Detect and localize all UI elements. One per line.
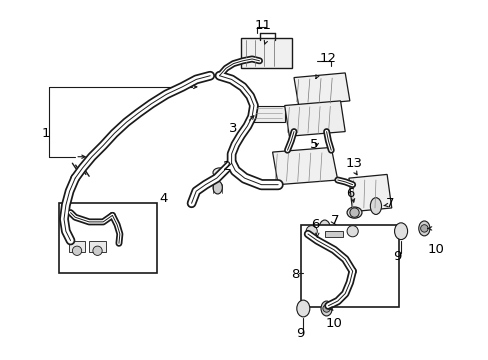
Text: 8: 8 xyxy=(290,269,299,282)
Ellipse shape xyxy=(309,238,324,249)
Bar xyxy=(241,39,291,68)
Ellipse shape xyxy=(213,168,225,177)
Ellipse shape xyxy=(213,181,222,194)
Circle shape xyxy=(420,225,427,232)
Ellipse shape xyxy=(60,222,78,249)
Text: 11: 11 xyxy=(254,19,271,32)
Ellipse shape xyxy=(64,247,73,258)
Bar xyxy=(68,240,85,252)
Ellipse shape xyxy=(319,220,329,237)
Text: 7: 7 xyxy=(385,197,393,210)
Ellipse shape xyxy=(320,301,331,316)
Text: 3: 3 xyxy=(486,99,488,112)
Text: 9: 9 xyxy=(296,327,304,340)
Text: 1: 1 xyxy=(41,127,50,140)
Text: 2: 2 xyxy=(222,159,231,172)
Circle shape xyxy=(346,226,358,237)
Circle shape xyxy=(349,208,359,217)
Text: 5: 5 xyxy=(309,138,318,151)
Bar xyxy=(324,231,343,237)
Bar xyxy=(89,240,106,252)
Text: 10: 10 xyxy=(427,243,444,256)
Text: 7: 7 xyxy=(330,213,339,226)
Text: 12: 12 xyxy=(319,53,336,66)
Text: 4: 4 xyxy=(159,192,167,205)
Text: 3: 3 xyxy=(229,122,237,135)
Text: 9: 9 xyxy=(392,250,401,263)
Polygon shape xyxy=(284,101,345,136)
Polygon shape xyxy=(272,147,337,185)
Ellipse shape xyxy=(296,300,309,317)
Ellipse shape xyxy=(369,198,381,215)
Text: 6: 6 xyxy=(310,218,319,231)
Ellipse shape xyxy=(394,223,407,240)
Bar xyxy=(301,225,398,307)
Text: 13: 13 xyxy=(346,157,362,170)
Bar xyxy=(59,203,157,273)
Text: 10: 10 xyxy=(325,317,342,330)
Polygon shape xyxy=(293,73,349,105)
Ellipse shape xyxy=(418,221,429,236)
Ellipse shape xyxy=(346,207,361,218)
Text: 6: 6 xyxy=(346,188,354,201)
Circle shape xyxy=(312,239,321,248)
Circle shape xyxy=(72,246,81,256)
Circle shape xyxy=(305,226,317,237)
Bar xyxy=(252,105,284,122)
Polygon shape xyxy=(348,174,391,212)
Circle shape xyxy=(93,246,102,256)
Circle shape xyxy=(322,305,329,312)
